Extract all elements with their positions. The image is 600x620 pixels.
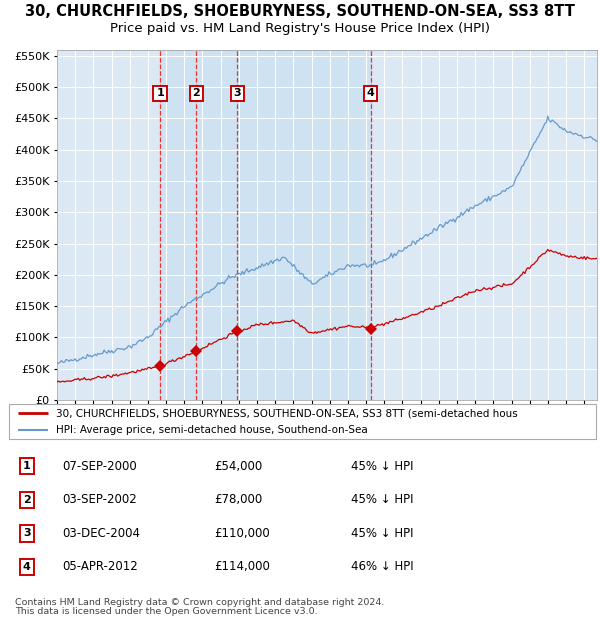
Text: 30, CHURCHFIELDS, SHOEBURYNESS, SOUTHEND-ON-SEA, SS3 8TT: 30, CHURCHFIELDS, SHOEBURYNESS, SOUTHEND…: [25, 4, 575, 19]
Text: 2: 2: [193, 89, 200, 99]
Text: 4: 4: [367, 89, 374, 99]
Text: This data is licensed under the Open Government Licence v3.0.: This data is licensed under the Open Gov…: [15, 608, 317, 616]
Text: 3: 3: [23, 528, 31, 538]
Text: 03-DEC-2004: 03-DEC-2004: [62, 527, 140, 540]
Text: 2: 2: [23, 495, 31, 505]
Text: 46% ↓ HPI: 46% ↓ HPI: [350, 560, 413, 574]
Text: 4: 4: [23, 562, 31, 572]
Text: 45% ↓ HPI: 45% ↓ HPI: [350, 494, 413, 507]
Text: Contains HM Land Registry data © Crown copyright and database right 2024.: Contains HM Land Registry data © Crown c…: [15, 598, 384, 607]
Text: 45% ↓ HPI: 45% ↓ HPI: [350, 527, 413, 540]
Text: 45% ↓ HPI: 45% ↓ HPI: [350, 460, 413, 473]
Text: £110,000: £110,000: [214, 527, 269, 540]
Text: £114,000: £114,000: [214, 560, 270, 574]
Text: 1: 1: [23, 461, 31, 471]
Text: 1: 1: [156, 89, 164, 99]
Bar: [160, 50, 371, 400]
Text: Price paid vs. HM Land Registry's House Price Index (HPI): Price paid vs. HM Land Registry's House …: [110, 22, 490, 35]
Text: £78,000: £78,000: [214, 494, 262, 507]
Text: 30, CHURCHFIELDS, SHOEBURYNESS, SOUTHEND-ON-SEA, SS3 8TT (semi-detached hous: 30, CHURCHFIELDS, SHOEBURYNESS, SOUTHEND…: [56, 408, 518, 418]
Text: 3: 3: [233, 89, 241, 99]
FancyBboxPatch shape: [9, 404, 596, 439]
Text: 07-SEP-2000: 07-SEP-2000: [62, 460, 137, 473]
Text: 03-SEP-2002: 03-SEP-2002: [62, 494, 137, 507]
Text: 05-APR-2012: 05-APR-2012: [62, 560, 138, 574]
Text: £54,000: £54,000: [214, 460, 262, 473]
Text: HPI: Average price, semi-detached house, Southend-on-Sea: HPI: Average price, semi-detached house,…: [56, 425, 368, 435]
